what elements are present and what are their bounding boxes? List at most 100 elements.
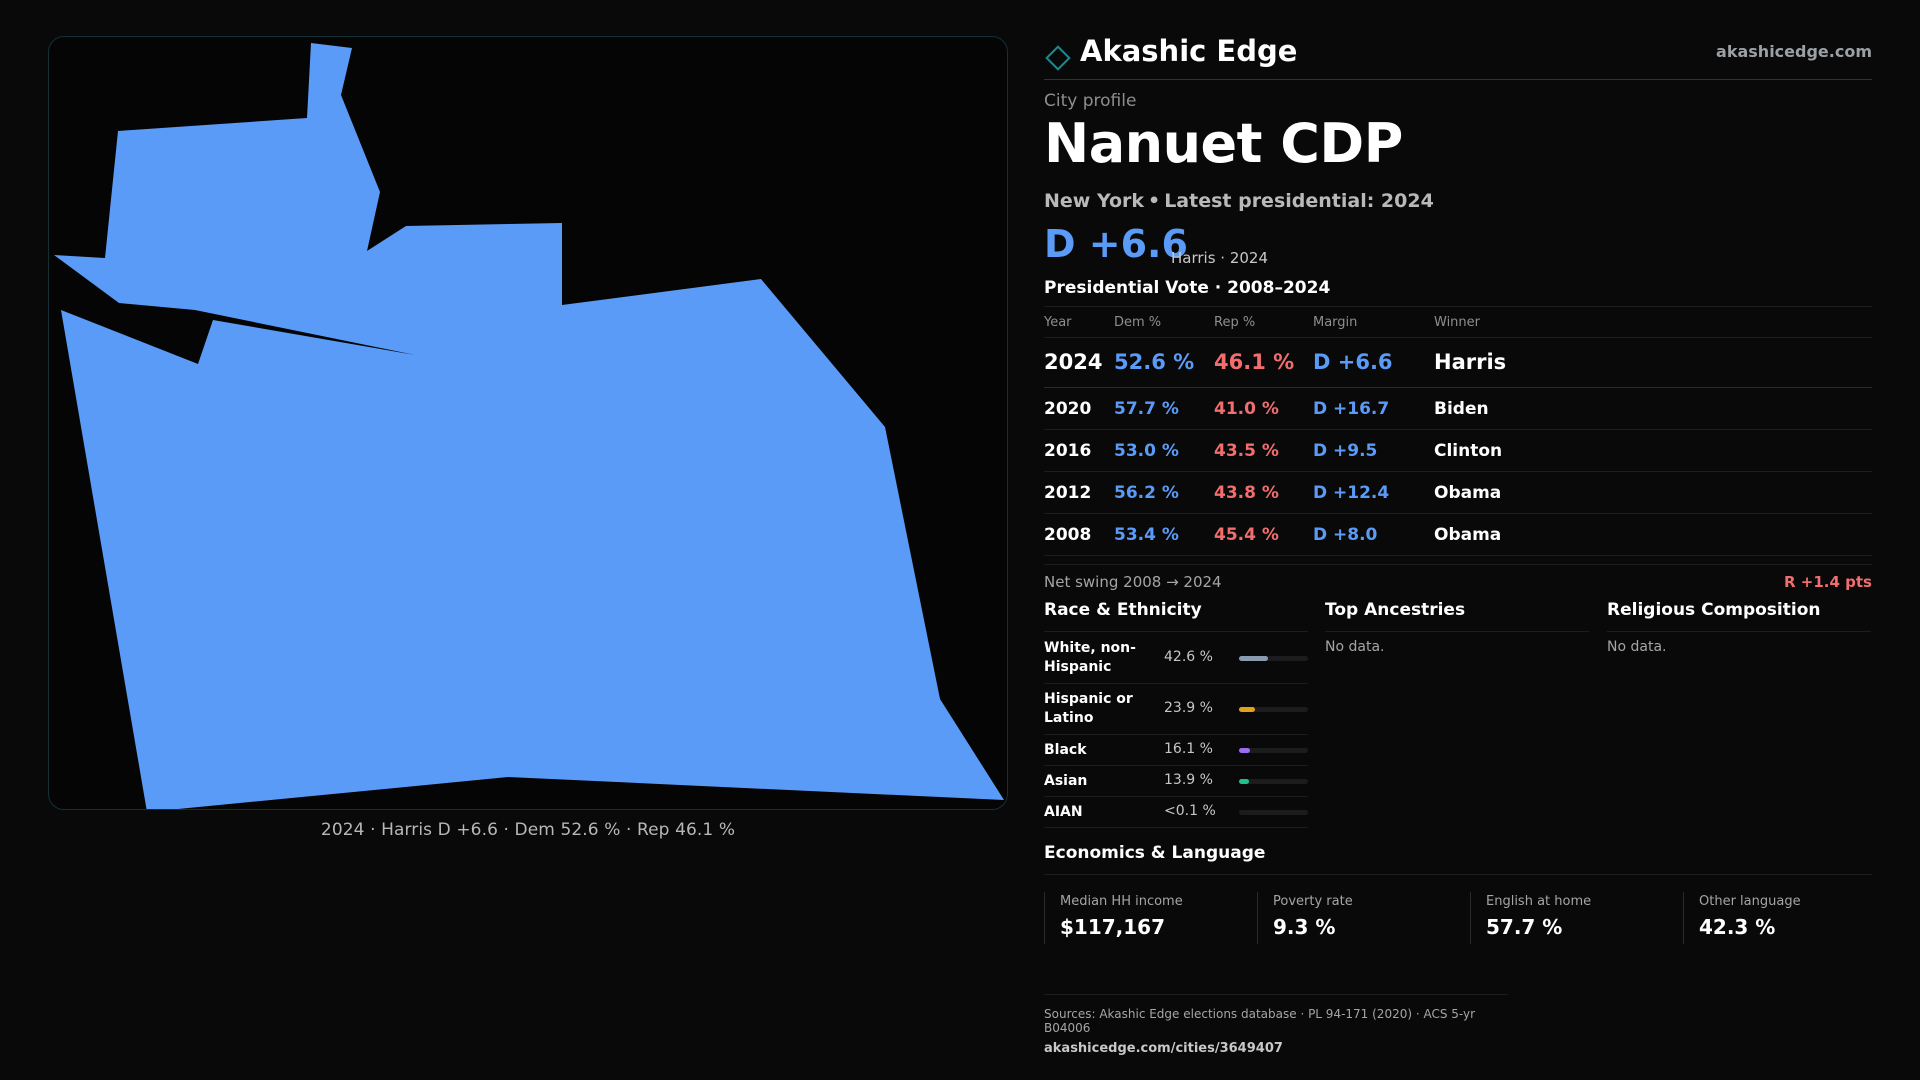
stat-value: $117,167 [1060, 915, 1166, 939]
stat-label: Median HH income [1060, 894, 1183, 909]
vote-table-header: Year Dem % Rep % Margin Winner [1044, 306, 1872, 338]
race-bar-track [1239, 656, 1308, 661]
race-row: Asian 13.9 % [1044, 766, 1308, 797]
race-pct: <0.1 % [1164, 803, 1216, 819]
ancestries-empty: No data. [1325, 639, 1385, 655]
table-row: 2016 53.0 % 43.5 % D +9.5 Clinton [1044, 430, 1872, 472]
race-pct: 23.9 % [1164, 700, 1213, 716]
race-bar-fill [1239, 656, 1269, 661]
row-rep: 45.4 % [1214, 525, 1279, 545]
col-dem: Dem % [1114, 315, 1162, 330]
latest-margin: D +6.6 [1044, 222, 1188, 266]
stat-label: Other language [1699, 894, 1801, 909]
brand-name: Akashic Edge [1080, 34, 1298, 68]
row-dem: 53.0 % [1114, 441, 1179, 461]
row-winner: Harris [1434, 350, 1507, 374]
race-row: White, non-Hispanic 42.6 % [1044, 633, 1308, 684]
sources-url-link[interactable]: akashicedge.com/cities/3649407 [1044, 1041, 1283, 1056]
row-dem: 53.4 % [1114, 525, 1179, 545]
stat-value: 57.7 % [1486, 915, 1563, 939]
state-name: New York [1044, 190, 1145, 212]
row-rep: 41.0 % [1214, 399, 1279, 419]
latest-election-label: Latest presidential: 2024 [1164, 190, 1434, 212]
table-row: 2012 56.2 % 43.8 % D +12.4 Obama [1044, 472, 1872, 514]
profile-panel: Akashic Edge akashicedge.com City profil… [1044, 0, 1872, 1080]
row-margin: D +16.7 [1313, 399, 1390, 419]
race-bar-fill [1239, 707, 1256, 712]
race-bar-track [1239, 779, 1308, 784]
race-name: Hispanic or Latino [1044, 691, 1133, 726]
col-year: Year [1044, 315, 1072, 330]
ancestries-heading: Top Ancestries [1325, 600, 1589, 632]
net-swing-row: Net swing 2008 → 2024 R +1.4 pts [1044, 564, 1872, 594]
religion-heading: Religious Composition [1607, 600, 1871, 632]
stat-poverty-rate: Poverty rate 9.3 % [1257, 892, 1457, 944]
race-name: White, non-Hispanic [1044, 640, 1136, 675]
race-bar-track [1239, 748, 1308, 753]
row-year: 2008 [1044, 525, 1092, 545]
stat-english-at-home: English at home 57.7 % [1470, 892, 1670, 944]
table-row: 2008 53.4 % 45.4 % D +8.0 Obama [1044, 514, 1872, 556]
brand-header: Akashic Edge akashicedge.com [1044, 32, 1872, 80]
religion-empty: No data. [1607, 639, 1667, 655]
race-pct: 42.6 % [1164, 649, 1213, 665]
sources-text: Sources: Akashic Edge elections database… [1044, 1007, 1476, 1035]
race-row: Black 16.1 % [1044, 735, 1308, 766]
race-name: Black [1044, 742, 1087, 758]
location-subline: New York • Latest presidential: 2024 [1044, 190, 1434, 212]
stat-value: 42.3 % [1699, 915, 1776, 939]
page-title: Nanuet CDP [1044, 112, 1403, 175]
row-rep: 43.8 % [1214, 483, 1279, 503]
economics-heading: Economics & Language [1044, 843, 1872, 875]
race-list: White, non-Hispanic 42.6 % Hispanic or L… [1044, 633, 1308, 828]
latest-margin-note: Harris · 2024 [1171, 249, 1269, 267]
page-kicker: City profile [1044, 91, 1137, 111]
col-rep: Rep % [1214, 315, 1256, 330]
race-row: AIAN <0.1 % [1044, 797, 1308, 828]
row-winner: Obama [1434, 483, 1502, 503]
row-year: 2020 [1044, 399, 1092, 419]
table-row: 2020 57.7 % 41.0 % D +16.7 Biden [1044, 388, 1872, 430]
row-dem: 52.6 % [1114, 350, 1195, 374]
stat-label: Poverty rate [1273, 894, 1353, 909]
race-name: AIAN [1044, 804, 1083, 820]
row-year: 2016 [1044, 441, 1092, 461]
sources-footer: Sources: Akashic Edge elections database… [1044, 994, 1508, 1056]
race-row: Hispanic or Latino 23.9 % [1044, 684, 1308, 735]
row-dem: 57.7 % [1114, 399, 1179, 419]
boundary-map-svg [54, 43, 1004, 809]
col-winner: Winner [1434, 315, 1481, 330]
stat-value: 9.3 % [1273, 915, 1336, 939]
row-rep: 46.1 % [1214, 350, 1295, 374]
bullet-separator: • [1148, 190, 1161, 212]
row-year: 2012 [1044, 483, 1092, 503]
boundary-map [48, 36, 1008, 810]
diamond-logo-icon [1045, 45, 1071, 71]
brand-url-link[interactable]: akashicedge.com [1716, 42, 1872, 61]
row-rep: 43.5 % [1214, 441, 1279, 461]
race-bar-track [1239, 707, 1308, 712]
race-bar-fill [1239, 779, 1249, 784]
stat-other-language: Other language 42.3 % [1683, 892, 1883, 944]
row-winner: Clinton [1434, 441, 1503, 461]
race-heading: Race & Ethnicity [1044, 600, 1308, 632]
stat-median-income: Median HH income $117,167 [1044, 892, 1244, 944]
race-bar-fill [1239, 748, 1251, 753]
row-dem: 56.2 % [1114, 483, 1179, 503]
net-swing-value: R +1.4 pts [1784, 573, 1872, 591]
row-winner: Obama [1434, 525, 1502, 545]
vote-table: Year Dem % Rep % Margin Winner 2024 52.6… [1044, 306, 1872, 556]
race-pct: 16.1 % [1164, 741, 1213, 757]
table-row: 2024 52.6 % 46.1 % D +6.6 Harris [1044, 338, 1872, 388]
col-margin: Margin [1313, 315, 1358, 330]
race-pct: 13.9 % [1164, 772, 1213, 788]
row-winner: Biden [1434, 399, 1489, 419]
economics-stats: Median HH income $117,167 Poverty rate 9… [1044, 892, 1872, 944]
row-margin: D +8.0 [1313, 525, 1378, 545]
row-margin: D +9.5 [1313, 441, 1378, 461]
vote-table-heading: Presidential Vote · 2008–2024 [1044, 278, 1331, 298]
city-boundary-shape [54, 43, 1004, 809]
race-bar-track [1239, 810, 1308, 815]
net-swing-label: Net swing 2008 → 2024 [1044, 573, 1222, 591]
row-margin: D +12.4 [1313, 483, 1390, 503]
